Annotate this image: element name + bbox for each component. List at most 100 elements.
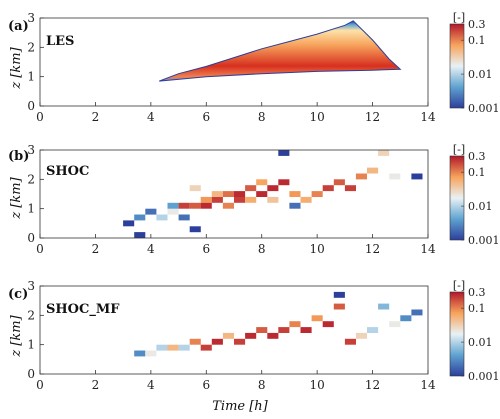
x-tick-label: 0 [36,110,44,124]
colorbar-tick-label: 0.001 [468,370,500,383]
y-tick-label: 1 [27,70,35,84]
heatmap-cell [200,202,212,209]
heatmap-cell [167,202,179,209]
heatmap-cell [178,344,190,351]
panel-b-tag: (b) [8,149,29,164]
heatmap-cell [367,167,379,174]
x-tick-label: 4 [147,378,155,392]
heatmap-cell [145,350,157,357]
panel-c-tag: (c) [8,287,28,302]
heatmap-cell [378,303,390,310]
x-tick-label: 14 [420,378,436,392]
x-tick-label: 6 [202,242,210,256]
y-tick-label: 2 [27,40,35,54]
heatmap-cell [134,214,146,221]
heatmap-cell [355,173,367,180]
heatmap-cell [222,332,234,339]
x-tick-label: 0 [36,242,44,256]
panel-b-colorbar: [-]0.3 0.1 0.01 0.001 [449,143,500,247]
panel-c-label: SHOC_MF [46,302,120,317]
heatmap-cell [300,196,312,203]
heatmap-cell [256,327,268,333]
x-tick-label: 10 [310,110,325,124]
x-tick-label: 10 [310,242,325,256]
heatmap-cell [234,196,246,203]
colorbar-tick-label: 0.01 [468,68,493,81]
x-tick-label: 2 [92,242,100,256]
heatmap-cell [344,185,356,192]
time-axis-label: Time [h] [212,399,268,414]
panel-a-colorbar: [-]0.3 0.1 0.01 0.001 [449,11,500,115]
x-tick-label: 4 [147,242,155,256]
x-tick-label: 12 [365,378,380,392]
heatmap-cell [322,185,334,192]
heatmap-cell [333,179,345,186]
x-tick-label: 8 [258,242,266,256]
heatmap-cell [211,196,223,203]
colorbar-tick-label: 0.01 [468,200,493,213]
heatmap-cell [245,196,257,203]
heatmap-cell [289,321,301,328]
heatmap-cell [245,332,257,339]
x-tick-label: 6 [202,110,210,124]
heatmap-cell [178,214,190,221]
heatmap-cell [222,202,234,209]
heatmap-cell [378,150,390,156]
panel-b-ylabel: z [km] [9,176,24,219]
colorbar-gradient [449,23,465,109]
heatmap-cell [145,208,157,215]
heatmap-cell [156,214,168,221]
heatmap-cell [278,150,290,156]
heatmap-cell [333,303,345,310]
colorbar-tick-label: 0.001 [468,102,500,115]
colorbar-tick-label: 0.3 [468,286,486,299]
y-tick-label: 0 [27,231,35,245]
heatmap-cell [178,202,190,209]
heatmap-cell [123,220,135,227]
colorbar-tick-label: 0.1 [468,34,486,47]
heatmap-cell [211,191,223,197]
panel-c-colorbar: [-]0.3 0.1 0.01 0.001 [449,279,500,383]
heatmap-cell [344,338,356,345]
y-tick-label: 1 [27,202,35,216]
heatmap-cell [278,179,290,186]
colorbar-title: [-] [453,279,465,292]
colorbar-tick-label: 0.3 [468,150,486,163]
heatmap-cell [322,321,334,328]
colorbar-tick-label: 0.001 [468,234,500,247]
heatmap-cell [267,196,279,203]
colorbar-tick-label: 0.01 [468,336,493,349]
heatmap-cell [355,332,367,339]
x-tick-label: 2 [92,378,100,392]
plot-frame [39,17,429,107]
y-tick-label: 3 [27,279,35,293]
heatmap-cell [311,191,323,197]
colorbar-title: [-] [453,143,465,156]
heatmap-cell [411,173,423,180]
colorbar-gradient [449,155,465,241]
y-tick-label: 0 [27,99,35,113]
x-tick-label: 2 [92,110,100,124]
heatmap-cell [389,173,401,180]
y-tick-label: 1 [27,338,35,352]
heatmap-cell [189,226,201,233]
heatmap-cell [189,202,201,209]
plot-frame [39,285,429,375]
y-tick-label: 3 [27,11,35,25]
heatmap-cell [256,191,268,197]
heatmap-cell [167,344,179,351]
y-tick-label: 0 [27,367,35,381]
heatmap-cell [200,196,212,203]
heatmap-cell [211,338,223,345]
heatmap-cell [134,232,146,238]
colorbar-tick-label: 0.1 [468,166,486,179]
panel-a-tag: (a) [8,19,29,34]
heatmap-cell [200,344,212,351]
les-cloud-region [159,20,402,82]
heatmap-cell [400,315,412,322]
